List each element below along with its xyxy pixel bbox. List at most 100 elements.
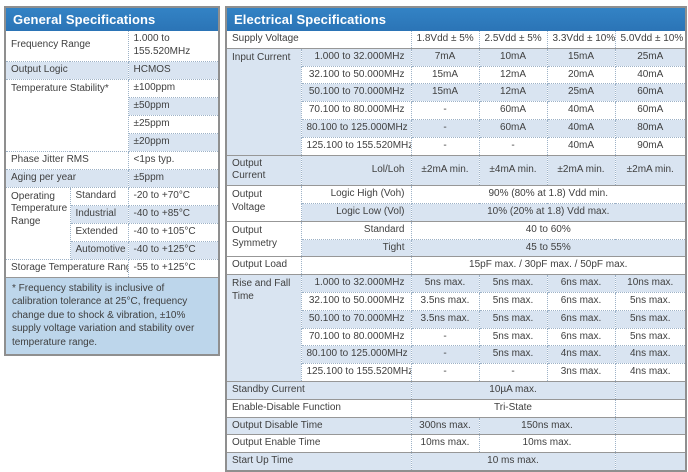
frequency-range-cell: 125.100 to 155.520MHz <box>300 363 412 382</box>
value-cell: 10 ms max. <box>410 452 616 471</box>
empty-value-cell <box>614 380 686 400</box>
value-cell: 5ns max. <box>478 327 548 347</box>
value-cell: 40mA <box>546 118 616 138</box>
value-cell: 12mA <box>478 65 548 85</box>
param-label: Phase Jitter RMS <box>5 150 129 170</box>
voltage-column-header: 3.3Vdd ± 10% <box>546 30 616 49</box>
param-label: Output Voltage <box>226 185 302 222</box>
value-cell: 5ns max. <box>614 309 686 329</box>
sub-label: Tight <box>300 238 412 258</box>
value-cell: 3.5ns max. <box>410 291 480 311</box>
value-cell: 25mA <box>546 83 616 103</box>
table-row: Automotive -40 to +125°C <box>6 240 219 260</box>
param-label: Frequency Range <box>5 30 129 62</box>
electrical-specifications-table: Electrical Specifications Supply Voltage… <box>225 6 687 472</box>
frequency-range-cell: 125.100 to 155.520MHz <box>300 136 412 156</box>
table-row: Temperature Stability* ±100ppm <box>5 78 219 152</box>
value-cell: 10% (20% at 1.8) Vdd max. <box>410 202 686 222</box>
value-cell: 4ns max. <box>614 345 686 365</box>
frequency-range-cell: 70.100 to 80.000MHz <box>300 101 412 120</box>
voltage-column-header: 1.8Vdd ± 5% <box>410 30 480 49</box>
table-row: Output Load 15pF max. / 30pF max. / 50pF… <box>226 256 686 276</box>
value-cell: - <box>410 118 480 138</box>
value-cell: 6ns max. <box>546 327 616 347</box>
table-row: Industrial -40 to +85°C <box>6 204 219 224</box>
param-label: Temperature Stability* <box>5 78 129 152</box>
value-cell: 6ns max. <box>546 291 616 311</box>
table-row: Storage Temperature Range -55 to +125°C <box>5 258 219 278</box>
value-cell: 15mA <box>410 65 480 85</box>
frequency-range-cell: 32.100 to 50.000MHz <box>300 65 412 85</box>
param-label: Input Current <box>226 47 302 156</box>
param-label: Output Logic <box>5 60 129 80</box>
value-cell: - <box>410 327 480 347</box>
sub-label <box>300 256 412 276</box>
table-row: Tight 45 to 55% <box>227 238 686 258</box>
param-label: Rise and Fall Time <box>226 274 302 382</box>
value-cell: - <box>410 363 480 382</box>
sub-label: Standard <box>300 220 412 240</box>
sub-label: Lol/Loh <box>300 154 412 187</box>
value-cell: 10µA max. <box>410 380 616 400</box>
empty-value-cell <box>614 434 686 454</box>
value-cell: 150ns max. <box>478 416 616 436</box>
value-cell: - <box>410 345 480 365</box>
table-row: 125.100 to 155.520MHz - - 40mA 90mA <box>227 136 686 156</box>
frequency-range-cell: 1.000 to 32.000MHz <box>300 47 412 67</box>
frequency-range-cell: 70.100 to 80.000MHz <box>300 327 412 347</box>
footnote-text: * Frequency stability is inclusive of ca… <box>5 276 219 355</box>
value-cell: 5ns max. <box>410 274 480 293</box>
sub-label: Logic High (Voh) <box>300 185 412 204</box>
param-value: <1ps typ. <box>127 150 219 170</box>
value-cell: ±4mA min. <box>478 154 548 187</box>
table-row: Output Current Lol/Loh ±2mA min. ±4mA mi… <box>226 154 686 187</box>
value-cell: 90mA <box>614 136 686 156</box>
table-row: Rise and Fall Time 1.000 to 32.000MHz 5n… <box>226 274 686 382</box>
table-row: Output Logic HCMOS <box>5 60 219 80</box>
value-cell: 300ns max. <box>410 416 480 436</box>
table-row: 125.100 to 155.520MHz - - 3ns max. 4ns m… <box>227 363 686 382</box>
value-cell: 90% (80% at 1.8) Vdd min. <box>410 185 686 204</box>
param-value: -40 to +85°C <box>127 204 219 224</box>
param-label: Start Up Time <box>226 452 412 471</box>
value-cell: - <box>410 101 480 120</box>
value-cell: 60mA <box>614 83 686 103</box>
table-row: 50.100 to 70.000MHz 3.5ns max. 5ns max. … <box>227 309 686 329</box>
table-row: Phase Jitter RMS <1ps typ. <box>5 150 219 170</box>
param-label: Operating Temperature Range <box>5 186 71 260</box>
param-value: HCMOS <box>127 60 219 80</box>
value-cell: - <box>410 136 480 156</box>
value-cell: ±2mA min. <box>614 154 686 187</box>
param-value: ±20ppm <box>127 132 219 152</box>
param-label: Output Load <box>226 256 302 276</box>
value-cell: 60mA <box>614 101 686 120</box>
table-row: 80.100 to 125.000MHz - 5ns max. 4ns max.… <box>227 345 686 365</box>
sub-label: Logic Low (Vol) <box>300 202 412 222</box>
value-cell: 15mA <box>546 47 616 67</box>
value-cell: ±2mA min. <box>410 154 480 187</box>
param-value: ±25ppm <box>127 114 219 134</box>
value-cell: 80mA <box>614 118 686 138</box>
electrical-spec-grid: Supply Voltage 1.8Vdd ± 5% 2.5Vdd ± 5% 3… <box>226 30 686 471</box>
table-row: 50.100 to 70.000MHz 15mA 12mA 25mA 60mA <box>227 83 686 103</box>
table-row: 70.100 to 80.000MHz - 60mA 40mA 60mA <box>227 101 686 120</box>
table-row: ±20ppm <box>6 132 219 152</box>
param-value: -40 to +125°C <box>127 240 219 260</box>
value-cell: 5ns max. <box>614 327 686 347</box>
value-cell: ±2mA min. <box>546 154 616 187</box>
value-cell: 40 to 60% <box>410 220 686 240</box>
grade-label: Extended <box>69 222 129 242</box>
value-cell: 3.5ns max. <box>410 309 480 329</box>
value-cell: 5ns max. <box>614 291 686 311</box>
value-cell: 5ns max. <box>478 291 548 311</box>
value-cell: 5ns max. <box>478 309 548 329</box>
value-cell: 15mA <box>410 83 480 103</box>
param-label: Enable-Disable Function <box>226 398 412 418</box>
value-cell: Tri-State <box>410 398 616 418</box>
table-row: 80.100 to 125.000MHz - 60mA 40mA 80mA <box>227 118 686 138</box>
grade-label: Standard <box>69 186 129 206</box>
param-label: Output Symmetry <box>226 220 302 258</box>
value-cell: 5ns max. <box>478 274 548 293</box>
param-label: Storage Temperature Range <box>5 258 129 278</box>
table-row: Aging per year ±5ppm <box>5 168 219 188</box>
